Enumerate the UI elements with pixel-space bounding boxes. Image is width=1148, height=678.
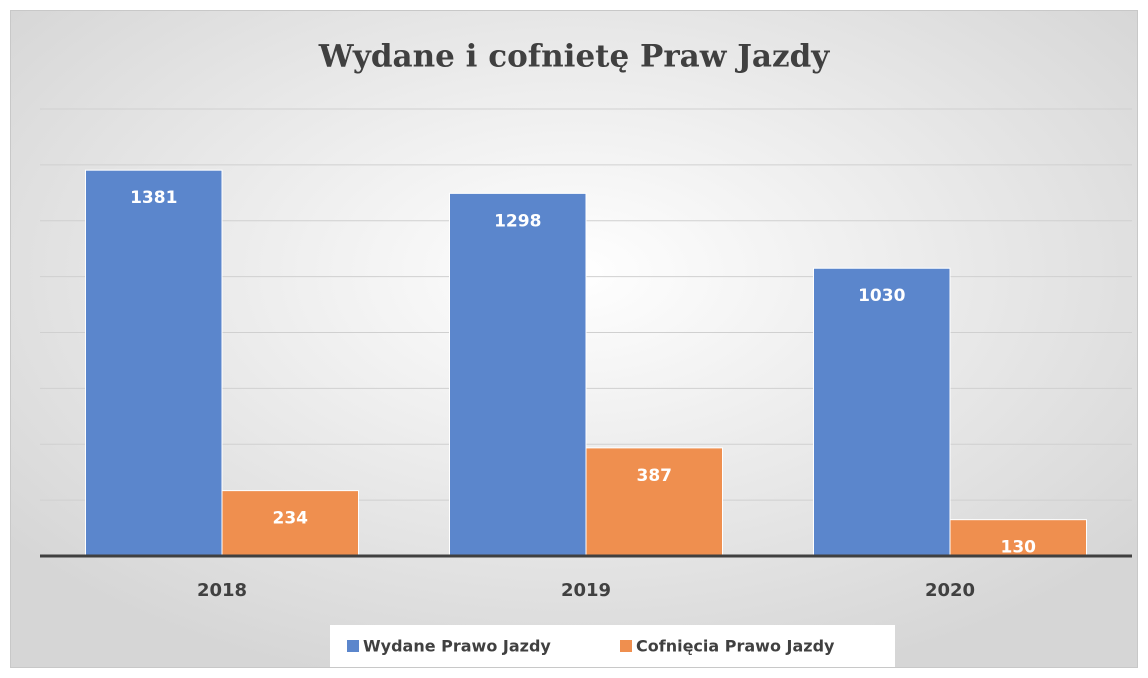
x-tick-label: 2019 <box>561 580 611 601</box>
bar <box>221 490 359 557</box>
legend-swatch <box>620 640 632 652</box>
data-label: 130 <box>1001 538 1037 558</box>
legend-label: Cofnięcia Prawo Jazdy <box>636 637 835 656</box>
chart-title: Wydane i cofnietę Praw Jazdy <box>318 39 831 75</box>
data-label: 1381 <box>130 188 177 208</box>
bar <box>949 519 1087 557</box>
data-label: 1298 <box>494 211 541 231</box>
bar <box>85 169 223 557</box>
legend-box <box>330 625 895 667</box>
legend-swatch <box>347 640 359 652</box>
legend-label: Wydane Prawo Jazdy <box>363 637 551 656</box>
bar <box>449 192 587 557</box>
bar <box>813 267 951 557</box>
data-label: 1030 <box>858 286 905 306</box>
data-label: 387 <box>637 466 673 486</box>
bar <box>585 447 723 557</box>
data-label: 234 <box>273 509 309 529</box>
x-tick-label: 2018 <box>197 580 247 601</box>
x-tick-label: 2020 <box>925 580 975 601</box>
